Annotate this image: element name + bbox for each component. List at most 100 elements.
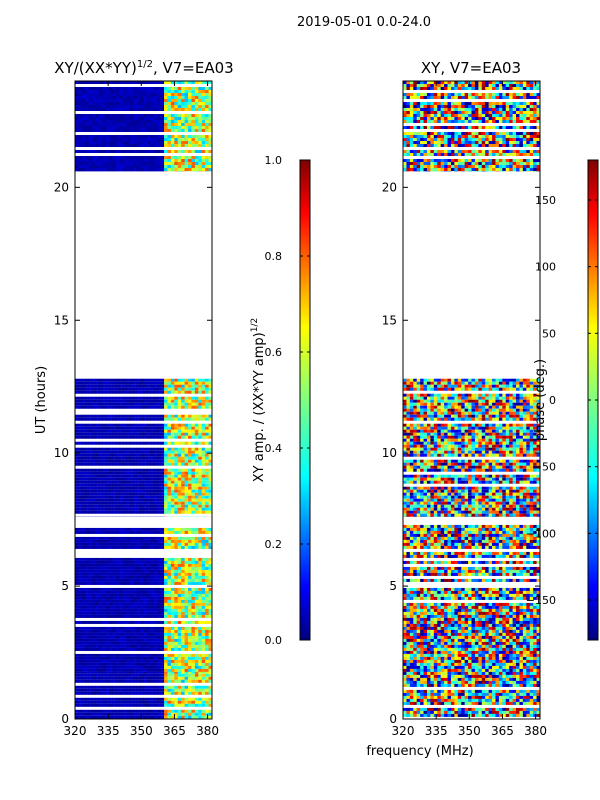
heatmap-cell [136, 569, 141, 573]
heatmap-cell [170, 474, 175, 478]
heatmap-cell [184, 602, 189, 606]
heatmap-cell [184, 381, 189, 385]
heatmap-cell [92, 162, 96, 165]
heatmap-cell [201, 527, 206, 531]
heatmap-cell [85, 590, 90, 594]
heatmap-cell [198, 456, 203, 460]
heatmap-cell [109, 581, 114, 585]
heatmap-cell [167, 712, 172, 716]
heatmap-cell [95, 81, 100, 84]
heatmap-cell [81, 569, 86, 573]
heatmap-cell [208, 378, 213, 382]
heatmap-cell [78, 423, 83, 427]
heatmap-cell [177, 495, 182, 499]
heatmap-cell [140, 501, 144, 505]
heatmap-cell [160, 507, 165, 511]
heatmap-cell [188, 700, 192, 704]
heatmap-cell [78, 129, 83, 132]
heatmap-cell [126, 662, 131, 666]
heatmap-cell [81, 539, 86, 543]
heatmap-cell [133, 563, 138, 567]
heatmap-cell [133, 632, 138, 636]
heatmap-cell [208, 611, 213, 615]
heatmap-cell [102, 87, 107, 90]
heatmap-cell [88, 105, 93, 108]
heatmap-cell [75, 501, 79, 505]
heatmap-cell [191, 593, 196, 597]
heatmap-cell [188, 587, 192, 591]
heatmap-cell [208, 668, 213, 672]
heatmap-cell [150, 545, 155, 549]
heatmap-cell [194, 715, 199, 719]
heatmap-cell [198, 162, 203, 165]
heatmap-cell [81, 647, 86, 651]
heatmap-cell [85, 414, 90, 418]
heatmap-cell [122, 120, 127, 123]
heatmap-cell [92, 462, 96, 466]
heatmap-cell [194, 614, 199, 618]
heatmap-cell [191, 563, 196, 567]
heatmap-cell [153, 572, 158, 576]
heatmap-cell [85, 156, 90, 159]
heatmap-cell [170, 459, 175, 463]
heatmap-cell [160, 712, 165, 716]
heatmap-cell [157, 527, 162, 531]
heatmap-cell [194, 501, 199, 505]
heatmap-cell [140, 381, 144, 385]
heatmap-cell [92, 135, 96, 138]
heatmap-cell [170, 712, 175, 716]
heatmap-cell [140, 447, 144, 451]
heatmap-cell [112, 566, 117, 570]
heatmap-cell [167, 671, 172, 674]
heatmap-cell [201, 138, 206, 141]
heatmap-cell [160, 709, 165, 713]
heatmap-cell [153, 527, 158, 531]
heatmap-cell [98, 691, 103, 695]
heatmap-cell [129, 87, 134, 90]
heatmap-cell [208, 605, 213, 609]
heatmap-cell [119, 156, 124, 159]
heatmap-cell [129, 530, 134, 534]
heatmap-cell [198, 614, 203, 618]
heatmap-cell [133, 581, 138, 585]
heatmap-cell [78, 489, 83, 493]
heatmap-cell [116, 530, 120, 534]
heatmap-cell [157, 483, 162, 487]
heatmap-cell [85, 417, 90, 421]
heatmap-cell [403, 536, 407, 540]
heatmap-cell [126, 441, 131, 445]
heatmap-cell [119, 668, 124, 672]
heatmap-cell [533, 533, 537, 537]
heatmap-cell [129, 563, 134, 567]
heatmap-cell [122, 602, 127, 606]
heatmap-cell [85, 492, 90, 496]
heatmap-cell [201, 575, 206, 579]
heatmap-cell [112, 477, 117, 481]
heatmap-cell [157, 656, 162, 660]
heatmap-cell [140, 378, 144, 382]
heatmap-cell [102, 620, 107, 624]
heatmap-cell [102, 120, 107, 123]
heatmap-cell [205, 426, 209, 430]
heatmap-cell [188, 545, 192, 549]
heatmap-cell [81, 381, 86, 385]
heatmap-cell [198, 575, 203, 579]
heatmap-cell [109, 426, 114, 430]
heatmap-cell [146, 510, 151, 514]
heatmap-cell [95, 423, 100, 427]
heatmap-cell [153, 486, 158, 490]
heatmap-cell [112, 489, 117, 493]
heatmap-cell [81, 99, 86, 102]
heatmap-cell [181, 483, 185, 487]
heatmap-cell [75, 620, 79, 624]
heatmap-cell [98, 459, 103, 463]
heatmap-cell [160, 671, 165, 674]
heatmap-cell [143, 647, 148, 651]
heatmap-cell [102, 102, 107, 105]
heatmap-cell [160, 542, 165, 546]
heatmap-cell [95, 99, 100, 102]
heatmap-cell [198, 108, 203, 111]
heatmap-cell [102, 117, 107, 120]
heatmap-cell [92, 384, 96, 388]
heatmap-cell [160, 129, 165, 132]
